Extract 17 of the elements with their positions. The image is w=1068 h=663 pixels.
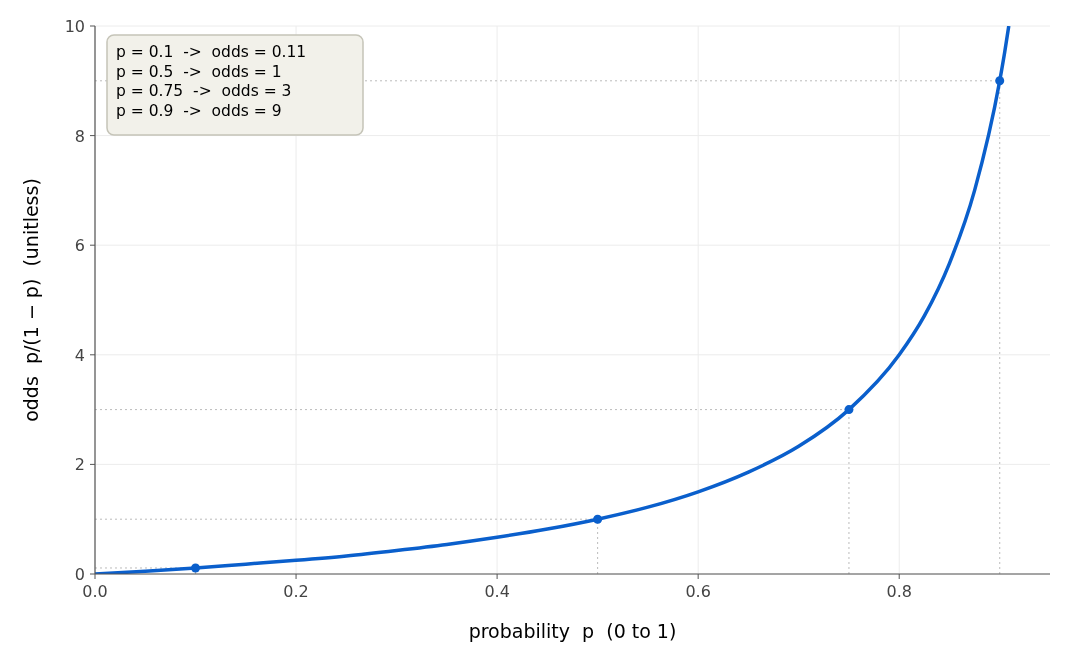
- annotation: p = 0.1 -> odds = 0.11: [116, 43, 307, 61]
- y-tick-label: 6: [74, 236, 85, 256]
- y-tick-label: 0: [74, 565, 85, 584]
- y-tick-label: 8: [74, 126, 85, 146]
- annotation: p = 0.5 -> odds = 1: [116, 62, 282, 81]
- x-tick-label: 0.2: [283, 582, 309, 601]
- annotation: p = 0.9 -> odds = 9: [116, 101, 282, 120]
- x-tick-label: 0.8: [886, 582, 912, 601]
- x-tick-label: 0.0: [82, 582, 108, 601]
- y-axis-title: odds p/(1 − p) (unitless): [20, 178, 42, 422]
- y-tick-label: 2: [74, 455, 85, 475]
- x-tick-label: 0.6: [685, 582, 711, 601]
- y-tick-label: 4: [74, 345, 85, 365]
- x-tick-label: 0.4: [484, 582, 510, 601]
- x-axis-title: probability p (0 to 1): [468, 620, 677, 642]
- y-tick-label: 10: [64, 17, 85, 36]
- annotation: p = 0.75 -> odds = 3: [116, 82, 292, 100]
